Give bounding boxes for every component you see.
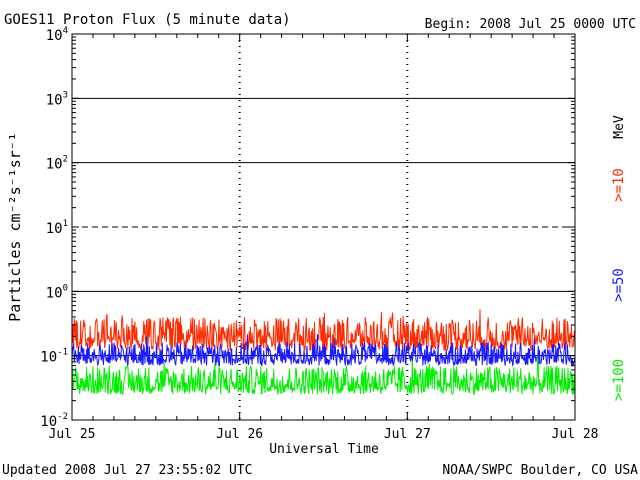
legend-entry: >=50 <box>611 268 627 302</box>
x-axis: Jul 25 Jul 26 Jul 27 Jul 28 <box>49 34 599 442</box>
legend-unit: MeV <box>612 115 627 139</box>
series-line <box>71 309 576 352</box>
begin-label: Begin: 2008 Jul 25 0000 UTC <box>425 17 636 32</box>
y-tick-label: 103 <box>46 90 68 108</box>
y-tick-label: 104 <box>46 26 68 44</box>
x-tick-label: Jul 26 <box>216 427 263 442</box>
x-tick-label: Jul 27 <box>384 427 431 442</box>
legend: MeV >=10 >=50 >=100 <box>611 115 627 401</box>
legend-entry: >=10 <box>611 168 627 202</box>
y-tick-label: 100 <box>46 283 68 301</box>
legend-entry: >=100 <box>611 359 627 401</box>
updated-label: Updated 2008 Jul 27 23:55:02 UTC <box>2 463 252 478</box>
y-tick-label: 10-2 <box>40 412 68 430</box>
series-line <box>71 334 576 367</box>
y-tick-label: 10-1 <box>40 348 68 366</box>
source-label: NOAA/SWPC Boulder, CO USA <box>442 463 638 478</box>
y-axis-label: Particles cm⁻²s⁻¹sr⁻¹ <box>6 132 24 322</box>
series-lines <box>71 309 576 395</box>
x-tick-label: Jul 28 <box>552 427 599 442</box>
y-tick-label: 102 <box>46 155 68 173</box>
chart-title: GOES11 Proton Flux (5 minute data) <box>4 12 291 28</box>
x-axis-label: Universal Time <box>269 442 379 457</box>
y-tick-label: 101 <box>46 219 68 237</box>
y-axis: 104 103 102 101 100 10-1 10-2 <box>40 26 575 430</box>
series-line <box>71 357 576 395</box>
x-tick-label: Jul 25 <box>49 427 96 442</box>
